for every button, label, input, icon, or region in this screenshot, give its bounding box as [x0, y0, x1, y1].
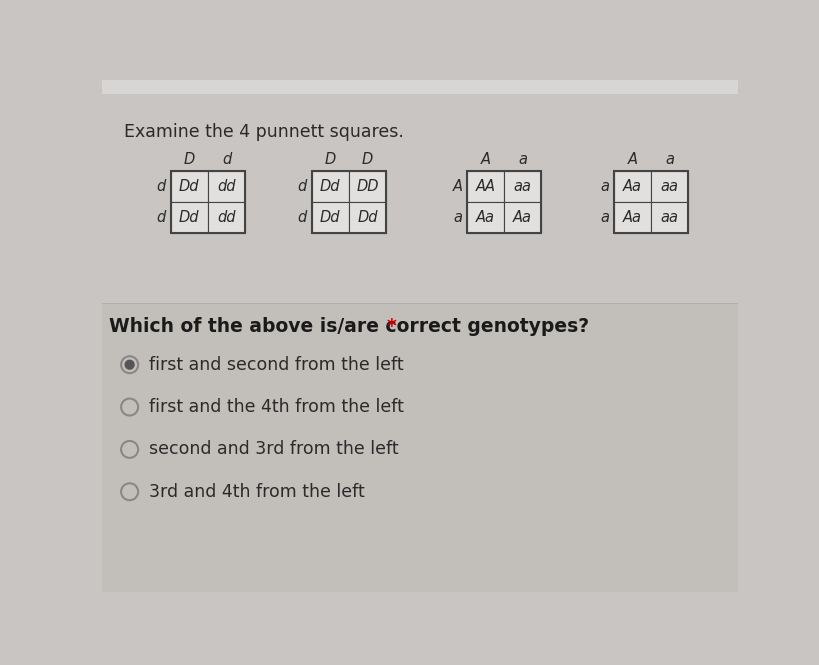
Bar	[208, 202, 245, 233]
Text: a: a	[518, 152, 527, 168]
Bar	[650, 202, 688, 233]
Text: d: d	[156, 210, 165, 225]
Text: second and 3rd from the left: second and 3rd from the left	[149, 440, 398, 458]
Bar	[504, 202, 541, 233]
Bar	[208, 172, 245, 202]
Bar	[613, 172, 650, 202]
Text: Dd: Dd	[179, 180, 199, 194]
Text: d: d	[297, 210, 306, 225]
Text: first and the 4th from the left: first and the 4th from the left	[149, 398, 404, 416]
Text: aa: aa	[660, 210, 678, 225]
Bar	[504, 172, 541, 202]
Bar	[349, 202, 386, 233]
Text: Aa: Aa	[622, 180, 641, 194]
Bar	[466, 172, 541, 233]
Text: Dd: Dd	[319, 210, 340, 225]
Bar	[170, 172, 208, 202]
Text: D: D	[361, 152, 373, 168]
Text: D: D	[183, 152, 195, 168]
Text: Dd: Dd	[179, 210, 199, 225]
Text: dd: dd	[217, 180, 236, 194]
Bar	[466, 202, 504, 233]
Bar	[102, 303, 737, 592]
Text: Aa: Aa	[622, 210, 641, 225]
Text: d: d	[156, 180, 165, 194]
Bar	[311, 172, 349, 202]
Text: A: A	[480, 152, 490, 168]
Text: A: A	[452, 180, 462, 194]
Text: DD: DD	[356, 180, 378, 194]
Text: Examine the 4 punnett squares.: Examine the 4 punnett squares.	[124, 123, 404, 141]
Text: d: d	[297, 180, 306, 194]
Bar	[466, 172, 504, 202]
Bar	[170, 202, 208, 233]
Bar	[170, 172, 245, 233]
Text: *: *	[386, 317, 396, 336]
Text: Aa: Aa	[475, 210, 494, 225]
Bar	[102, 80, 737, 94]
Bar	[311, 172, 386, 233]
Text: a: a	[600, 210, 609, 225]
Bar	[349, 172, 386, 202]
Bar	[650, 172, 688, 202]
Text: Dd: Dd	[357, 210, 378, 225]
Text: d: d	[222, 152, 231, 168]
Text: Which of the above is/are correct genotypes?: Which of the above is/are correct genoty…	[109, 317, 588, 336]
Text: AA: AA	[475, 180, 495, 194]
Bar	[613, 202, 650, 233]
Bar	[613, 172, 688, 233]
Text: a: a	[664, 152, 673, 168]
Text: first and second from the left: first and second from the left	[149, 356, 403, 374]
Bar	[311, 202, 349, 233]
Text: A: A	[627, 152, 637, 168]
Bar	[102, 94, 737, 303]
Text: dd: dd	[217, 210, 236, 225]
Text: Dd: Dd	[319, 180, 340, 194]
Text: a: a	[600, 180, 609, 194]
Text: aa: aa	[660, 180, 678, 194]
Text: D: D	[324, 152, 336, 168]
Text: 3rd and 4th from the left: 3rd and 4th from the left	[149, 483, 364, 501]
Text: aa: aa	[513, 180, 531, 194]
Text: Aa: Aa	[513, 210, 532, 225]
Circle shape	[125, 360, 133, 369]
Text: a: a	[452, 210, 461, 225]
